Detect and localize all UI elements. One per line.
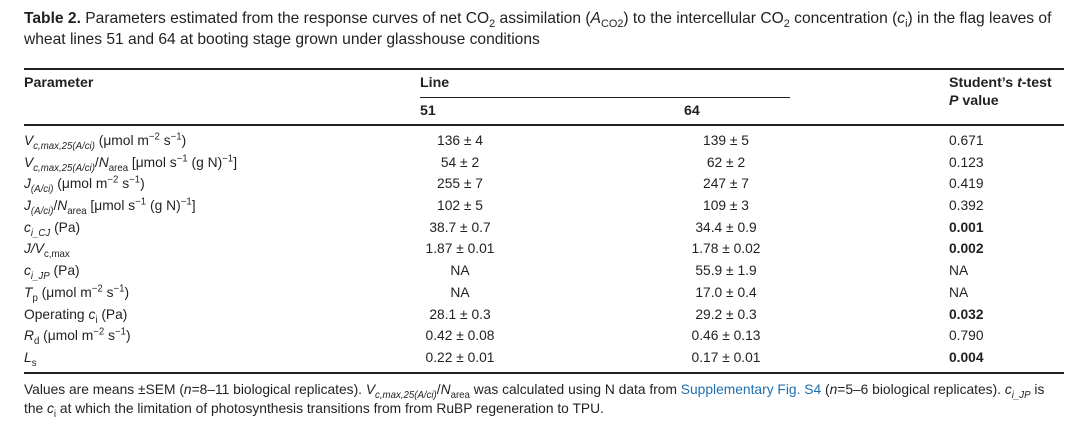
header-student-ttest: Student’s t-test (949, 75, 1052, 91)
param-ls: Ls (24, 349, 37, 369)
value-64: 0.17 ± 0.01 (691, 349, 761, 365)
p-value: 0.032 (949, 306, 984, 322)
value-51: 1.87 ± 0.01 (425, 241, 495, 257)
param-j: J(A/ci) (μmol m−2 s−1) (24, 174, 145, 196)
table-label: Table 2. (24, 10, 81, 27)
value-64: 1.78 ± 0.02 (691, 241, 761, 257)
value-64: 62 ± 2 (706, 154, 746, 170)
table-bottom-rule (24, 372, 1064, 374)
p-value: 0.392 (949, 198, 984, 214)
table-row-ci-cj: ci_CJ (Pa) 38.7 ± 0.7 34.4 ± 0.9 0.001 (24, 217, 1064, 239)
table-row-operating-ci: Operating ci (Pa) 28.1 ± 0.3 29.2 ± 0.3 … (24, 304, 1064, 326)
value-64: 55.9 ± 1.9 (695, 263, 757, 279)
p-value: 0.002 (949, 241, 984, 257)
p-value: 0.671 (949, 133, 984, 148)
table-row-rd: Rd (μmol m−2 s−1) 0.42 ± 0.08 0.46 ± 0.1… (24, 325, 1064, 347)
line-group-rule (420, 97, 790, 98)
p-value: NA (949, 263, 969, 279)
param-ci-jp: ci_JP (Pa) (24, 263, 80, 282)
header-line: Line (420, 75, 450, 91)
table-body: Vc,max,25(A/ci) (μmol m−2 s−1) 136 ± 4 1… (24, 130, 1064, 369)
p-value: 0.419 (949, 176, 984, 192)
value-51: NA (450, 284, 470, 300)
value-51: 38.7 ± 0.7 (429, 219, 491, 235)
header-line-51: 51 (420, 103, 436, 119)
param-j-vcmax: J/Vc,max (24, 241, 70, 261)
supplementary-fig-link[interactable]: Supplementary Fig. S4 (680, 382, 822, 397)
header-bottom-rule (24, 124, 1064, 126)
p-value: 0.001 (949, 219, 984, 235)
table-row-j-narea: J(A/ci)/Narea [μmol s−1 (g N)−1] 102 ± 5… (24, 195, 1064, 217)
value-51: 0.22 ± 0.01 (425, 349, 495, 365)
table-caption: Table 2. Parameters estimated from the r… (24, 10, 1052, 48)
param-rd: Rd (μmol m−2 s−1) (24, 326, 131, 347)
param-vcmax-narea: Vc,max,25(A/ci)/Narea [μmol s−1 (g N)−1] (24, 153, 238, 174)
p-value: 0.123 (949, 154, 984, 170)
param-j-narea: J(A/ci)/Narea [μmol s−1 (g N)−1] (24, 196, 196, 217)
value-51: 102 ± 5 (437, 198, 483, 214)
p-value: 0.790 (949, 328, 984, 344)
value-51: NA (450, 263, 470, 279)
param-ci-cj: ci_CJ (Pa) (24, 219, 81, 239)
value-64: 29.2 ± 0.3 (695, 306, 757, 322)
table-row-vcmax: Vc,max,25(A/ci) (μmol m−2 s−1) 136 ± 4 1… (24, 130, 1064, 152)
param-tp: Tp (μmol m−2 s−1) (24, 283, 130, 304)
value-64: 34.4 ± 0.9 (695, 219, 757, 235)
value-64: 109 ± 3 (703, 198, 749, 214)
header-parameter: Parameter (24, 75, 94, 91)
table-row-ls: Ls 0.22 ± 0.01 0.17 ± 0.01 0.004 (24, 347, 1064, 369)
value-51: 255 ± 7 (437, 176, 483, 192)
table-top-rule (24, 68, 1064, 70)
value-64: 0.46 ± 0.13 (691, 328, 761, 344)
table-row-tp: Tp (μmol m−2 s−1) NA 17.0 ± 0.4 NA (24, 282, 1064, 304)
header-p-value: P value (949, 93, 999, 109)
table-row-j-vcmax: J/Vc,max 1.87 ± 0.01 1.78 ± 0.02 0.002 (24, 238, 1064, 260)
value-51: 136 ± 4 (437, 133, 483, 148)
value-51: 0.42 ± 0.08 (425, 328, 495, 344)
p-value: NA (949, 284, 969, 300)
param-operating-ci: Operating ci (Pa) (24, 306, 128, 326)
header-line-64: 64 (684, 103, 700, 119)
value-51: 28.1 ± 0.3 (429, 306, 491, 322)
table-row-j: J(A/ci) (μmol m−2 s−1) 255 ± 7 247 ± 7 0… (24, 173, 1064, 195)
param-vcmax: Vc,max,25(A/ci) (μmol m−2 s−1) (24, 131, 187, 152)
value-51: 54 ± 2 (440, 154, 480, 170)
value-64: 247 ± 7 (703, 176, 749, 192)
value-64: 17.0 ± 0.4 (695, 284, 757, 300)
table-footnote: Values are means ±SEM (n=8–11 biological… (24, 382, 1045, 420)
table-row-vcmax-narea: Vc,max,25(A/ci)/Narea [μmol s−1 (g N)−1]… (24, 152, 1064, 174)
value-64: 139 ± 5 (703, 133, 749, 148)
p-value: 0.004 (949, 349, 984, 365)
table-row-ci-jp: ci_JP (Pa) NA 55.9 ± 1.9 NA (24, 260, 1064, 282)
